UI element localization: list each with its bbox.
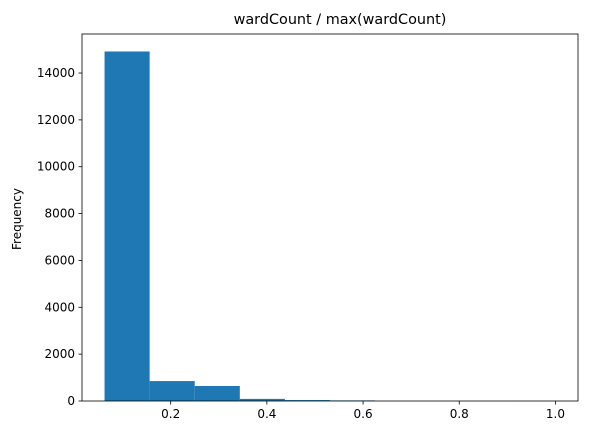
y-tick-label: 12000 xyxy=(37,113,75,127)
y-tick-label: 8000 xyxy=(44,207,75,221)
x-tick-label: 0.4 xyxy=(257,407,276,421)
histogram-bar-3 xyxy=(194,386,240,401)
plot-frame xyxy=(81,33,579,402)
y-tick-label: 14000 xyxy=(37,66,75,80)
x-tick-label: 0.6 xyxy=(354,407,373,421)
y-tick-label: 6000 xyxy=(44,253,75,267)
y-tick-label: 4000 xyxy=(44,300,75,314)
chart-title: wardCount / max(wardCount) xyxy=(234,12,447,28)
histogram-bar-5 xyxy=(284,400,330,401)
x-axis-ticks: 0.2 0.4 0.6 0.8 1.0 xyxy=(161,401,565,421)
histogram-bar-4 xyxy=(239,398,285,401)
histogram-bar-1 xyxy=(104,51,150,401)
y-tick-label: 10000 xyxy=(37,160,75,174)
x-tick-label: 0.2 xyxy=(161,407,180,421)
y-axis-label: Frequency xyxy=(10,188,24,250)
bars xyxy=(104,51,556,401)
x-tick-label: 0.8 xyxy=(450,407,469,421)
x-tick-label: 1.0 xyxy=(546,407,565,421)
histogram-bar-2 xyxy=(149,381,195,401)
y-axis-ticks: 0 2000 4000 6000 8000 10000 12000 14000 xyxy=(37,66,82,408)
y-tick-label: 0 xyxy=(67,394,75,408)
y-tick-label: 2000 xyxy=(44,347,75,361)
